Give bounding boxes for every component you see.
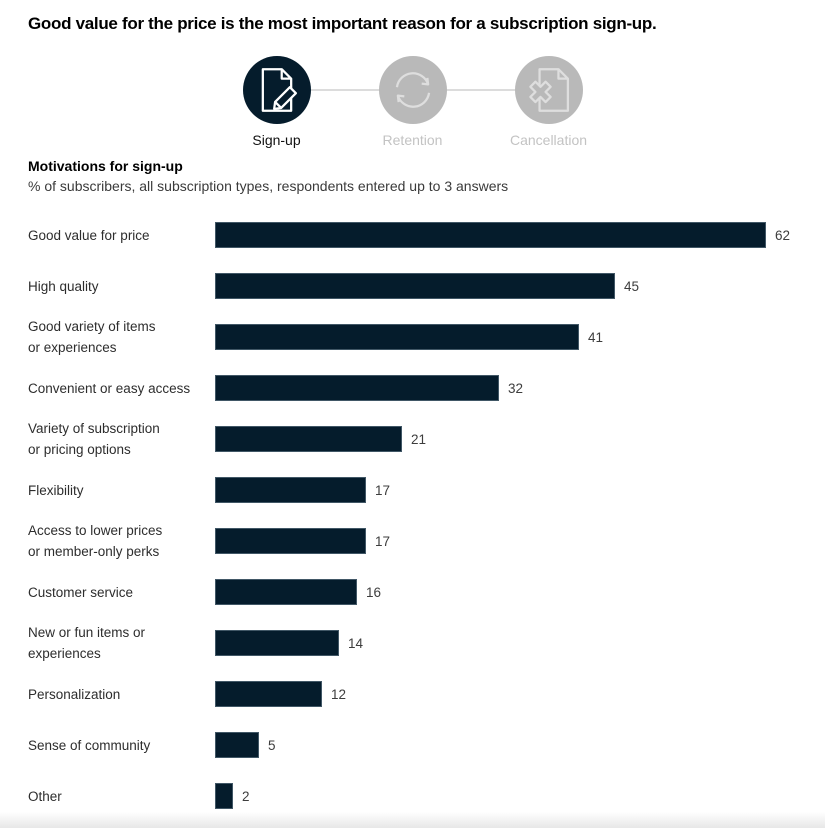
step-signup[interactable] <box>242 56 311 124</box>
bar <box>215 324 579 350</box>
document-pencil-icon <box>261 68 297 112</box>
bar-track: 16 <box>215 579 797 605</box>
chart-subtitle: % of subscribers, all subscription types… <box>28 178 509 194</box>
bar <box>215 426 402 452</box>
bar-track: 12 <box>215 681 797 707</box>
refresh-icon <box>395 72 430 108</box>
step-retention[interactable] <box>378 56 447 124</box>
page-title: Good value for the price is the most imp… <box>28 14 657 33</box>
bar <box>215 477 366 503</box>
bar-track: 17 <box>215 528 797 554</box>
bar <box>215 783 233 809</box>
bar-row: High quality 45 <box>28 273 797 299</box>
bar-track: 21 <box>215 426 797 452</box>
bar-row: Personalization 12 <box>28 681 797 707</box>
value-label: 17 <box>375 533 391 549</box>
step-cancellation[interactable] <box>514 56 583 124</box>
chart-title: Motivations for sign-up <box>28 158 183 174</box>
bar-track: 32 <box>215 375 797 401</box>
bar-track: 17 <box>215 477 797 503</box>
value-label: 62 <box>775 227 791 243</box>
bar-track: 41 <box>215 324 797 350</box>
category-label: Good value for price <box>28 227 150 243</box>
bar <box>215 732 259 758</box>
value-label: 45 <box>624 278 640 294</box>
category-label: New or fun items or experiences <box>28 625 146 661</box>
bar <box>215 579 357 605</box>
stepper: Sign-up Retention Cancellation <box>242 56 587 150</box>
bar-track: 45 <box>215 273 797 299</box>
value-label: 5 <box>268 737 276 753</box>
bar-row: Good value for price 62 <box>28 222 797 248</box>
bar <box>215 528 366 554</box>
bar <box>215 630 339 656</box>
category-label: Variety of subscription or pricing optio… <box>28 421 160 457</box>
bar <box>215 273 615 299</box>
category-label: Flexibility <box>28 482 84 498</box>
value-label: 32 <box>508 380 524 396</box>
category-label: Personalization <box>28 686 121 702</box>
value-label: 17 <box>375 482 391 498</box>
document-x-icon <box>528 68 569 112</box>
bar-row: Other 2 <box>28 783 797 809</box>
value-label: 41 <box>588 329 604 345</box>
value-label: 16 <box>366 584 382 600</box>
category-label: Sense of community <box>28 737 151 753</box>
category-label: Good variety of items or experiences <box>28 319 156 355</box>
bar-rows: Good value for price 62 High quality 45 Good… <box>28 222 797 809</box>
bar-row: Flexibility 17 <box>28 477 797 503</box>
step-label-cancellation[interactable]: Cancellation <box>509 132 588 148</box>
bar <box>215 681 322 707</box>
chart-header: Motivations for sign-up % of subscribers… <box>28 158 797 194</box>
bar-row: Sense of community 5 <box>28 732 797 758</box>
category-label: Convenient or easy access <box>28 380 191 396</box>
bar-row: Variety of subscription or pricing optio… <box>28 421 797 457</box>
category-label: Access to lower prices or member-only pe… <box>28 523 163 559</box>
bar-row: Access to lower prices or member-only pe… <box>28 523 797 559</box>
bar-row: Customer service 16 <box>28 579 797 605</box>
bar-track: 5 <box>215 732 797 758</box>
step-label-retention[interactable]: Retention <box>382 132 443 148</box>
value-label: 2 <box>242 788 250 804</box>
bar <box>215 222 766 248</box>
bar-track: 62 <box>215 222 797 248</box>
value-label: 21 <box>411 431 427 447</box>
bar-row: New or fun items or experiences 14 <box>28 625 797 661</box>
category-label: High quality <box>28 278 99 294</box>
category-label: Customer service <box>28 584 134 600</box>
bar-row: Good variety of items or experiences 41 <box>28 319 797 355</box>
category-label: Other <box>28 788 62 804</box>
value-label: 12 <box>331 686 347 702</box>
bar-row: Convenient or easy access 32 <box>28 375 797 401</box>
bar-track: 2 <box>215 783 797 809</box>
bar-track: 14 <box>215 630 797 656</box>
step-label-signup[interactable]: Sign-up <box>252 132 301 148</box>
bar <box>215 375 499 401</box>
value-label: 14 <box>348 635 364 651</box>
